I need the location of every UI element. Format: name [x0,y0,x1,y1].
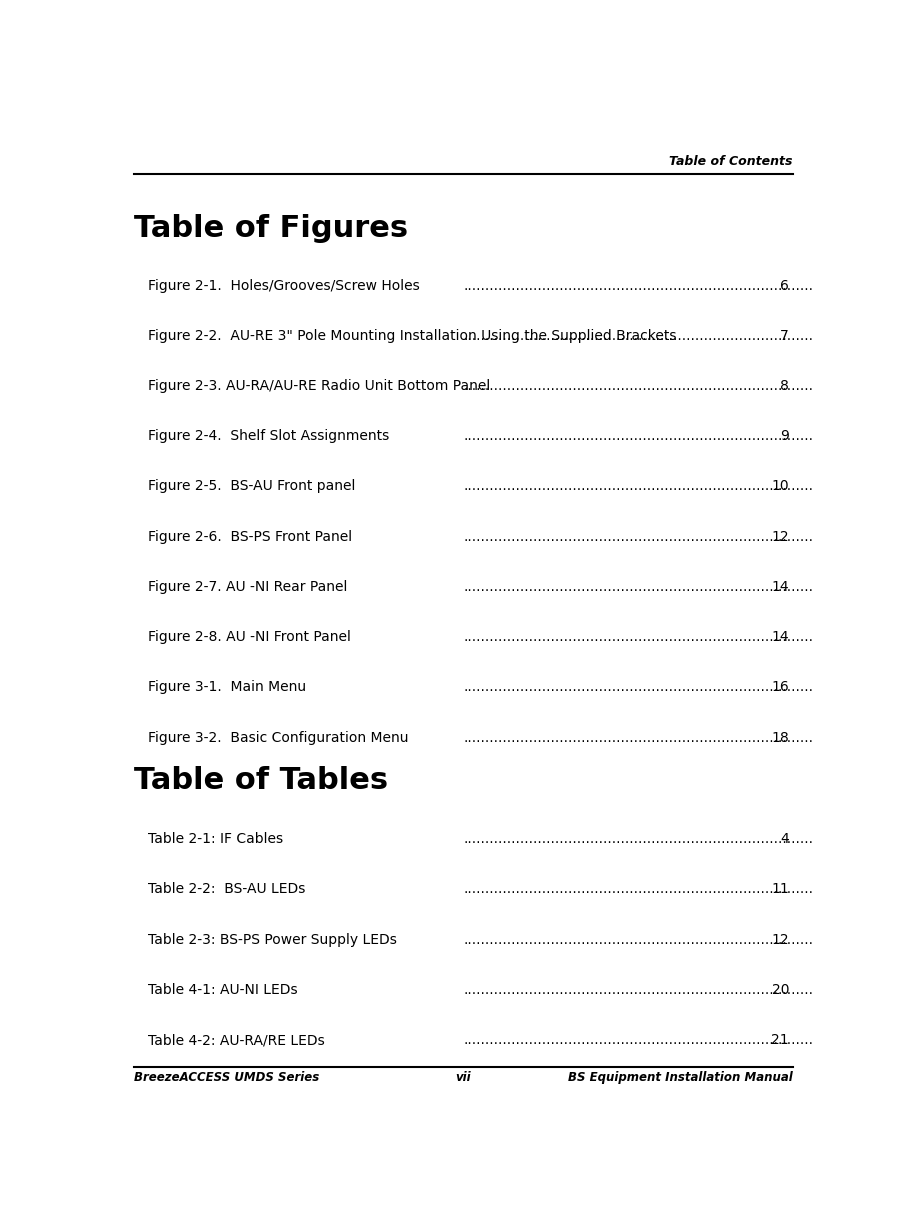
Text: ................................................................................: ........................................… [463,529,903,544]
Text: Figure 2-6.  BS-PS Front Panel: Figure 2-6. BS-PS Front Panel [148,529,352,544]
Text: ................................................................................: ........................................… [463,430,903,443]
Text: BS Equipment Installation Manual: BS Equipment Installation Manual [567,1071,792,1085]
Text: Figure 2-4.  Shelf Slot Assignments: Figure 2-4. Shelf Slot Assignments [148,430,393,443]
Text: 11: 11 [770,883,788,896]
Text: ................................................................................: ........................................… [463,630,903,644]
Text: Table 2-1: IF Cables: Table 2-1: IF Cables [148,832,283,846]
Text: ................................................................................: ........................................… [463,731,903,745]
Text: Table 2-2:  BS-AU LEDs: Table 2-2: BS-AU LEDs [148,883,305,896]
Text: 18: 18 [770,731,788,745]
Text: Figure 2-7. AU -NI Rear Panel: Figure 2-7. AU -NI Rear Panel [148,580,351,593]
Text: 9: 9 [779,430,788,443]
Text: ................................................................................: ........................................… [463,580,903,593]
Text: 7: 7 [779,329,788,342]
Text: ................................................................................: ........................................… [463,379,903,393]
Text: Table of Contents: Table of Contents [668,155,792,167]
Text: 16: 16 [770,681,788,694]
Text: ................................................................................: ........................................… [463,1033,903,1048]
Text: 12: 12 [770,529,788,544]
Text: Figure 2-3. AU-RA/AU-RE Radio Unit Bottom Panel: Figure 2-3. AU-RA/AU-RE Radio Unit Botto… [148,379,489,393]
Text: ................................................................................: ........................................… [463,681,903,694]
Text: ................................................................................: ........................................… [463,278,903,293]
Text: Figure 2-8. AU -NI Front Panel: Figure 2-8. AU -NI Front Panel [148,630,355,644]
Text: Table of Tables: Table of Tables [134,766,387,795]
Text: Figure 3-2.  Basic Configuration Menu: Figure 3-2. Basic Configuration Menu [148,731,413,745]
Text: vii: vii [455,1071,470,1085]
Text: ................................................................................: ........................................… [463,982,903,997]
Text: 14: 14 [770,580,788,593]
Text: ................................................................................: ........................................… [463,933,903,947]
Text: Table of Figures: Table of Figures [134,214,407,243]
Text: 10: 10 [770,480,788,494]
Text: Table 4-2: AU-RA/RE LEDs: Table 4-2: AU-RA/RE LEDs [148,1033,329,1048]
Text: ................................................................................: ........................................… [463,883,903,896]
Text: 8: 8 [779,379,788,393]
Text: Table 4-1: AU-NI LEDs: Table 4-1: AU-NI LEDs [148,982,297,997]
Text: BreezeACCESS UMDS Series: BreezeACCESS UMDS Series [134,1071,319,1085]
Text: ................................................................................: ........................................… [463,480,903,494]
Text: 12: 12 [770,933,788,947]
Text: Figure 2-2.  AU-RE 3" Pole Mounting Installation Using the Supplied Brackets: Figure 2-2. AU-RE 3" Pole Mounting Insta… [148,329,675,342]
Text: 20: 20 [771,982,788,997]
Text: 4: 4 [779,832,788,846]
Text: 6: 6 [779,278,788,293]
Text: Figure 2-1.  Holes/Grooves/Screw Holes: Figure 2-1. Holes/Grooves/Screw Holes [148,278,419,293]
Text: Figure 2-5.  BS-AU Front panel: Figure 2-5. BS-AU Front panel [148,480,355,494]
Text: ................................................................................: ........................................… [463,329,903,342]
Text: Figure 3-1.  Main Menu: Figure 3-1. Main Menu [148,681,311,694]
Text: ................................................................................: ........................................… [463,832,903,846]
Text: 21: 21 [770,1033,788,1048]
Text: Table 2-3: BS-PS Power Supply LEDs: Table 2-3: BS-PS Power Supply LEDs [148,933,396,947]
Text: 14: 14 [770,630,788,644]
